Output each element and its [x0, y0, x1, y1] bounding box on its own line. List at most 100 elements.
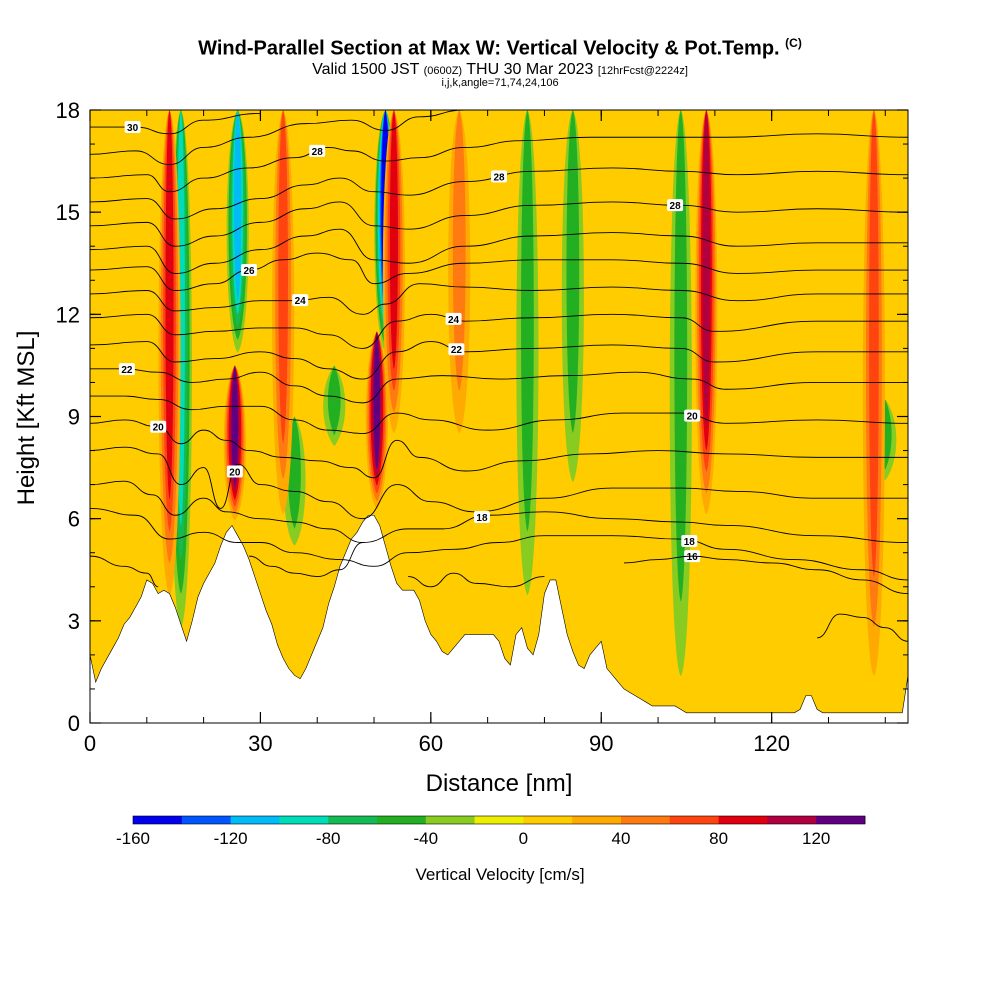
downdraft-band	[674, 110, 688, 602]
colorbar-tick-label: 80	[709, 829, 728, 848]
downdraft-band	[566, 110, 580, 434]
colorbar-swatch	[621, 816, 671, 824]
updraft-band	[869, 110, 879, 577]
theta-contour-label: 28	[670, 201, 682, 212]
theta-contour-line	[249, 542, 363, 578]
theta-contour-line	[90, 228, 908, 274]
colorbar: -160 -120 -80 -40 0 40 80 120	[116, 815, 866, 848]
colorbar-tick-label: -160	[116, 829, 150, 848]
theta-contour-label-bg	[491, 170, 507, 183]
y-tick-label: 15	[56, 200, 80, 225]
theta-contour-label: 28	[312, 147, 324, 158]
colorbar-tick-label: 120	[802, 829, 830, 848]
x-tick-label: 120	[753, 731, 790, 756]
downdraft-band	[327, 365, 341, 436]
theta-contour-label: 24	[448, 315, 460, 326]
axes: 0 30 60 90 120 0 3 6 9 12 15 18	[56, 98, 908, 756]
theta-contour-label: 28	[493, 172, 505, 183]
theta-contour-line	[90, 252, 908, 291]
theta-contour-line	[90, 112, 261, 135]
colorbar-swatch	[523, 816, 573, 824]
chart-title: Wind-Parallel Section at Max W: Vertical…	[0, 36, 1000, 61]
theta-contour-line	[90, 480, 908, 543]
theta-contour-label-bg	[118, 363, 135, 376]
colorbar-swatch	[474, 816, 524, 824]
y-tick-label: 12	[56, 302, 80, 327]
theta-contour-line	[817, 613, 908, 642]
theta-contour-label: 26	[243, 266, 255, 277]
x-axis-label: Distance [nm]	[426, 770, 573, 797]
theta-contour-label: 18	[684, 537, 696, 548]
updraft-cell	[158, 110, 181, 596]
colorbar-tick-label: -40	[414, 829, 439, 848]
theta-contour-label-bg	[309, 144, 326, 157]
theta-contour-label-bg	[226, 465, 243, 478]
theta-contour-line	[90, 283, 908, 315]
theta-contour-line	[90, 395, 908, 434]
theta-contour-line	[90, 110, 465, 165]
theta-contour-line	[623, 555, 908, 595]
theta-contour-line	[90, 133, 908, 193]
y-tick-label: 3	[68, 609, 80, 634]
updraft-cell	[365, 331, 388, 510]
theta-contour-label: 20	[153, 423, 165, 434]
updraft-band	[231, 365, 239, 487]
theta-contour-label-bg	[445, 312, 462, 325]
colorbar-swatch	[279, 816, 329, 824]
chart-title-text: Wind-Parallel Section at Max W: Vertical…	[198, 37, 780, 60]
x-tick-label: 60	[419, 731, 443, 756]
theta-contour-line	[90, 313, 908, 349]
theta-contour-line	[90, 508, 908, 581]
colorbar-tick-label: -120	[214, 829, 248, 848]
theta-contour-label: 30	[127, 123, 139, 134]
downdraft-cell	[669, 110, 692, 677]
colorbar-label: Vertical Velocity [cm/s]	[415, 865, 584, 884]
theta-contour-label-bg	[150, 420, 167, 433]
theta-contour-line	[90, 368, 908, 404]
colorbar-frame	[132, 815, 866, 825]
colorbar-swatch	[328, 816, 378, 824]
downdraft-cell	[323, 365, 346, 447]
theta-contour-label: 22	[451, 345, 463, 356]
downdraft-cell	[561, 110, 584, 483]
y-tick-label: 9	[68, 405, 80, 430]
theta-contour-line	[90, 555, 159, 588]
theta-contour-line	[90, 167, 908, 220]
subtitle-run: [12hrFcst@2224z]	[597, 65, 688, 77]
colorbar-swatch	[230, 816, 280, 824]
colorbar-swatch	[816, 816, 866, 824]
updraft-band	[373, 331, 381, 471]
colorbar-swatch	[669, 816, 719, 824]
chart-title-tag: (C)	[785, 36, 802, 50]
colorbar-swatch	[181, 816, 231, 824]
subtitle-date: THU 30 Mar 2023	[466, 61, 594, 78]
updraft-band	[702, 110, 710, 430]
theta-contour-line	[90, 201, 908, 247]
colorbar-swatch	[767, 816, 817, 824]
theta-contour-label: 18	[476, 513, 488, 524]
colorbar-tick-label: -80	[316, 829, 341, 848]
theta-contour-label: 16	[687, 552, 699, 563]
theta-contour-line	[408, 572, 545, 588]
chart-subtitle: Valid 1500 JST (0600Z) THU 30 Mar 2023 […	[0, 61, 1000, 79]
theta-contour-line	[90, 419, 908, 479]
x-tick-label: 30	[248, 731, 272, 756]
x-tick-label: 90	[589, 731, 613, 756]
colorbar-swatch	[133, 816, 183, 824]
theta-contour-label-bg	[667, 199, 684, 212]
colorbar-swatch	[425, 816, 475, 824]
theta-contour-line	[90, 446, 908, 520]
y-axis-label: Height [Kft MSL]	[13, 331, 40, 506]
theta-contour-label: 22	[121, 365, 133, 376]
theta-contour-label-bg	[124, 121, 141, 134]
y-tick-label: 0	[68, 711, 80, 736]
updraft-cell	[862, 110, 885, 677]
downdraft-band	[521, 110, 534, 532]
updraft-cell	[272, 110, 295, 515]
theta-contour-label: 20	[687, 412, 699, 423]
colorbar-swatch	[572, 816, 622, 824]
downdraft-cell	[516, 110, 539, 596]
downdraft-band	[234, 110, 242, 302]
